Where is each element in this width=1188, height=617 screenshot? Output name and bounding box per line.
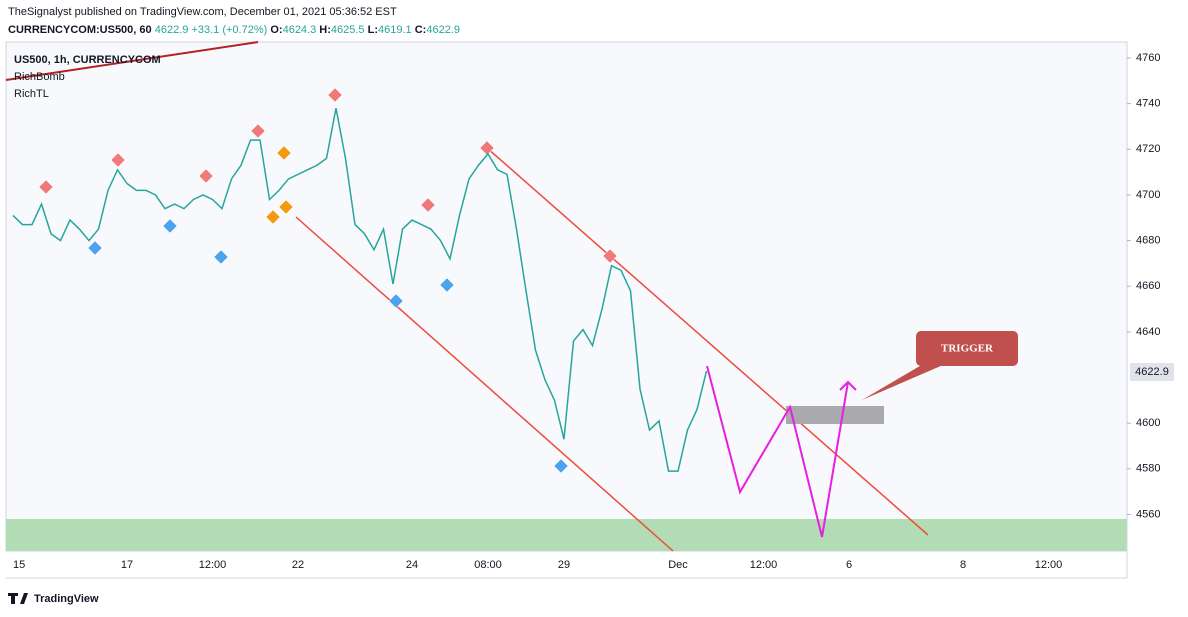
y-tick-label: 4560 [1136, 508, 1160, 520]
x-tick-label: 12:00 [1035, 559, 1063, 571]
x-tick-label: 6 [846, 559, 852, 571]
last-price: 4622.9 [155, 24, 189, 36]
x-tick-label: 08:00 [474, 559, 502, 571]
signal-marker [278, 199, 294, 215]
signal-marker [553, 458, 569, 474]
indicator: RichBomb [14, 71, 65, 83]
signal-marker [327, 87, 343, 103]
projection-path [706, 365, 849, 538]
x-tick-label: 29 [558, 559, 570, 571]
signal-marker [198, 168, 214, 184]
y-tick-label: 4740 [1136, 98, 1160, 110]
publisher: TheSignalyst published on TradingView.co… [8, 6, 397, 18]
ohlc-value: 4624.3 [283, 24, 317, 36]
x-tick-label: 12:00 [750, 559, 778, 571]
support-zone [6, 519, 1127, 551]
signal-marker [602, 248, 618, 264]
y-tick-label: 4600 [1136, 417, 1160, 429]
signal-marker [87, 240, 103, 256]
channel-upper [486, 147, 929, 536]
y-tick-label: 4720 [1136, 143, 1160, 155]
price-tag-label: 4622.9 [1135, 366, 1169, 378]
x-tick-label: 8 [960, 559, 966, 571]
signal-marker [110, 152, 126, 168]
signal-marker [265, 209, 281, 225]
x-tick-label: 17 [121, 559, 133, 571]
projection-arrow [839, 380, 857, 391]
signal-markers [38, 87, 618, 474]
signal-marker [388, 293, 404, 309]
signal-marker [38, 179, 54, 195]
ohlc-label: O: [270, 24, 282, 36]
trend-line [5, 41, 259, 81]
x-tick-label: 15 [13, 559, 25, 571]
indicator: RichTL [14, 88, 49, 100]
signal-marker [250, 123, 266, 139]
y-tick-label: 4760 [1136, 52, 1160, 64]
x-tick-label: 22 [292, 559, 304, 571]
chart-title: US500, 1h, CURRENCYCOM [14, 54, 161, 66]
y-tick-label: 4640 [1136, 326, 1160, 338]
symbol: CURRENCYCOM:US500, 60 [8, 24, 152, 36]
y-tick-label: 4580 [1136, 463, 1160, 475]
ohlc-label: L: [368, 24, 378, 36]
brand: TradingView [34, 593, 99, 605]
ohlc-value: 4625.5 [331, 24, 365, 36]
x-tick-label: Dec [668, 559, 688, 571]
signal-marker [276, 145, 292, 161]
x-tick-label: 24 [406, 559, 418, 571]
y-tick-label: 4680 [1136, 234, 1160, 246]
plot-area [5, 41, 1128, 552]
x-tick-label: 12:00 [199, 559, 227, 571]
signal-marker [439, 277, 455, 293]
y-tick-label: 4700 [1136, 189, 1160, 201]
signal-marker [162, 218, 178, 234]
trigger-zone [786, 406, 884, 424]
ohlc-value: 4622.9 [426, 24, 460, 36]
ohlc-label: C: [415, 24, 427, 36]
price-line [12, 108, 708, 472]
callout-box [916, 331, 1018, 366]
symbol-line: CURRENCYCOM:US500, 60 4622.9 +33.1 (+0.7… [8, 24, 460, 36]
callout-pointer [862, 360, 950, 400]
price-tag [1130, 363, 1174, 381]
ohlc-label: H: [319, 24, 331, 36]
channel-lower [295, 216, 674, 552]
signal-marker [420, 197, 436, 213]
callout-text: TRIGGER [941, 343, 994, 355]
change: +33.1 (+0.72%) [191, 24, 267, 36]
y-tick-label: 4660 [1136, 280, 1160, 292]
logo [8, 593, 28, 604]
ohlc-value: 4619.1 [378, 24, 412, 36]
signal-marker [213, 249, 229, 265]
